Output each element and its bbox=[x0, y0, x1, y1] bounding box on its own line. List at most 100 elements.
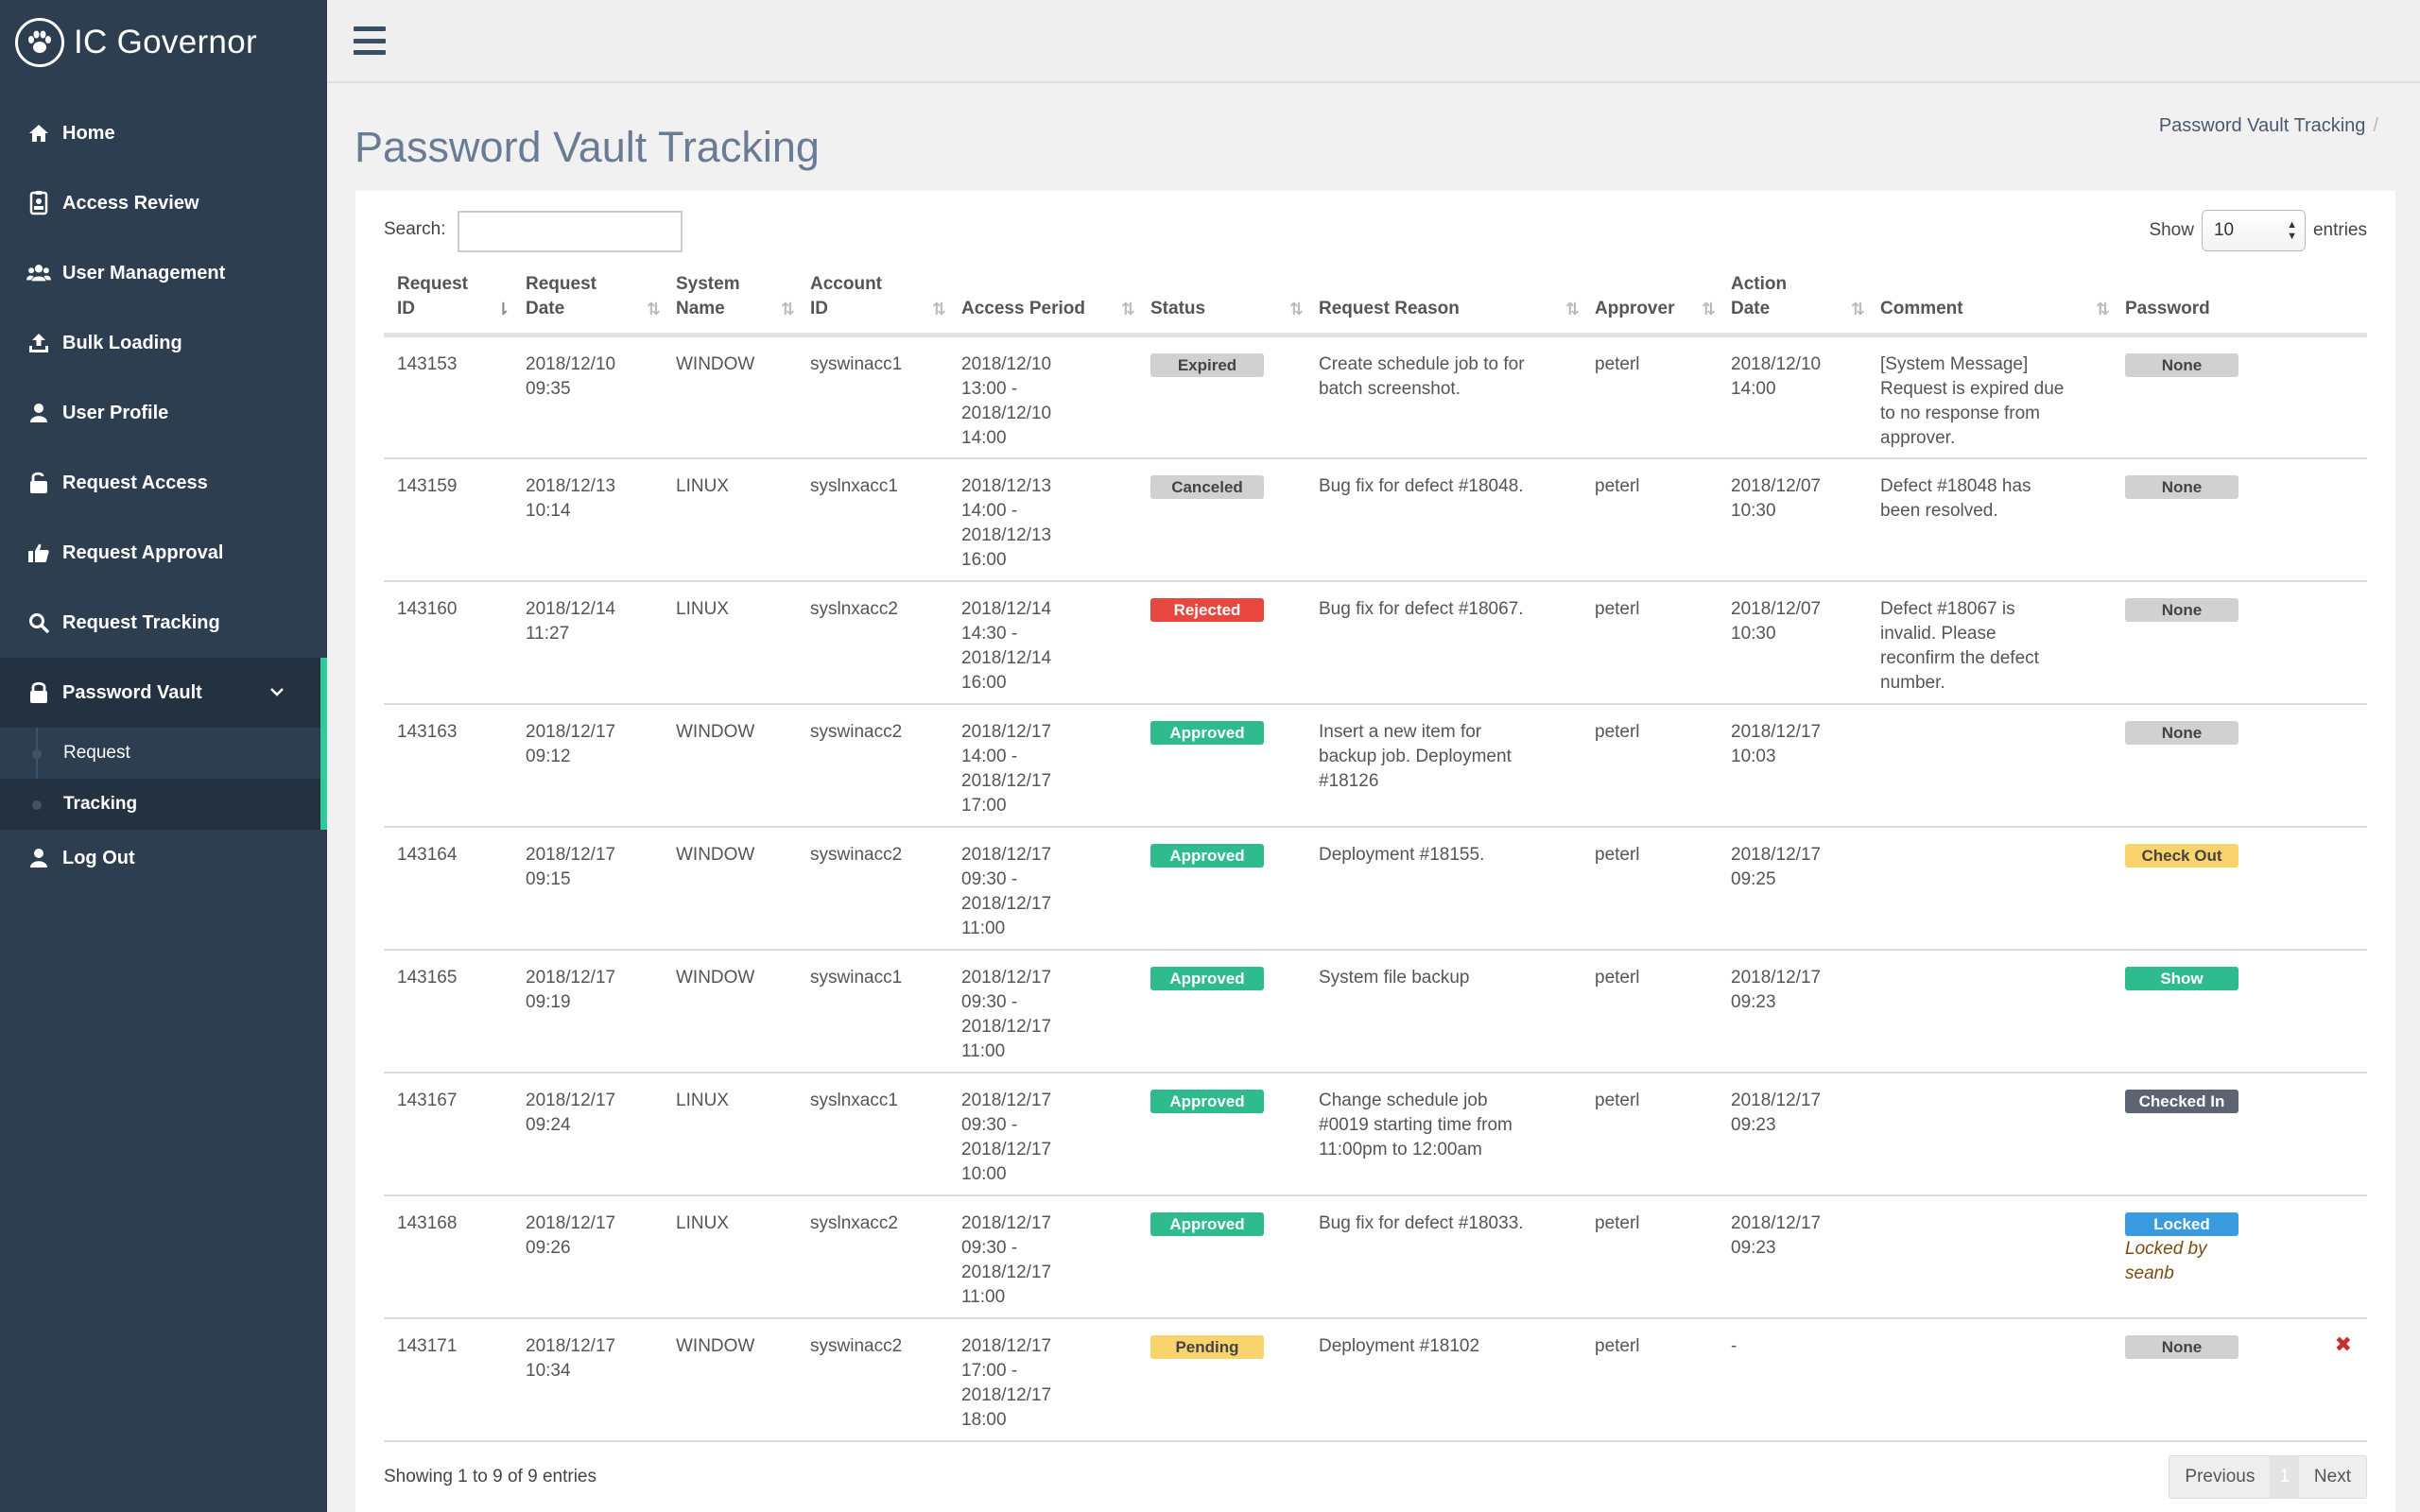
column-header[interactable]: Comment ⇅ bbox=[1867, 265, 2112, 337]
cell-text: approver. bbox=[1880, 428, 1956, 448]
sidebar-item-password-vault[interactable]: Password Vault bbox=[0, 658, 327, 728]
previous-button[interactable]: Previous bbox=[2185, 1467, 2256, 1486]
table-row: 143171 2018/12/17 10:34 WINDOW syswinacc2 201… bbox=[384, 1317, 2367, 1442]
password-action-badge[interactable]: Checked In bbox=[2125, 1089, 2238, 1113]
column-header-label: Account bbox=[810, 274, 882, 294]
column-header[interactable]: Password bbox=[2112, 265, 2367, 337]
column-header[interactable]: Account ID ⇅ bbox=[797, 265, 948, 337]
sort-icon[interactable]: ⇅ bbox=[1564, 300, 1580, 318]
cell-text: 2018/12/17 bbox=[526, 1212, 616, 1233]
sidebar-item-log-out[interactable]: Log Out bbox=[0, 830, 327, 886]
cell-text: 2018/12/17 bbox=[1731, 1090, 1822, 1110]
cell-text: 16:00 bbox=[961, 672, 1007, 693]
brand[interactable]: IC Governor bbox=[0, 0, 327, 85]
cell-text: 2018/12/10 bbox=[526, 354, 616, 374]
password-action-badge[interactable]: Check Out bbox=[2125, 843, 2238, 868]
cell-text: number. bbox=[1880, 672, 1945, 693]
action-date-cell: 2018/12/17 09:23 bbox=[1718, 949, 1867, 1074]
request-reason-cell: Bug fix for defect #18048. bbox=[1305, 457, 1582, 582]
column-header[interactable]: Request Date ⇅ bbox=[512, 265, 663, 337]
request-reason-cell: Deployment #18102 bbox=[1305, 1317, 1582, 1442]
cell-text: 14:00 - bbox=[961, 746, 1018, 766]
column-header-label: Name bbox=[676, 299, 725, 318]
sidebar-item-request-access[interactable]: Request Access bbox=[0, 448, 327, 518]
column-header[interactable]: Action Date ⇅ bbox=[1718, 265, 1867, 337]
action-date-cell: 2018/12/10 14:00 bbox=[1718, 335, 1867, 459]
sort-icon[interactable]: ⇂ bbox=[495, 300, 510, 318]
sidebar-item-user-management[interactable]: User Management bbox=[0, 238, 327, 308]
column-header[interactable]: Approver ⇅ bbox=[1582, 265, 1718, 337]
cell-text: 09:30 - bbox=[961, 868, 1018, 889]
search-input[interactable] bbox=[458, 211, 683, 252]
account-id-cell: syslnxacc1 bbox=[797, 1072, 948, 1196]
password-action-badge: None bbox=[2125, 474, 2238, 499]
cell-text: 14:00 - bbox=[961, 500, 1018, 521]
next-button[interactable]: Next bbox=[2313, 1467, 2351, 1486]
status-badge: Expired bbox=[1150, 353, 1264, 377]
sidebar-item-bulk-loading[interactable]: Bulk Loading bbox=[0, 308, 327, 378]
sort-icon[interactable]: ⇅ bbox=[1850, 300, 1865, 318]
entries-select[interactable]: 10 ▲ ▼ bbox=[2201, 210, 2306, 251]
account-id-cell: syswinacc1 bbox=[797, 335, 948, 459]
request-reason-cell: System file backup bbox=[1305, 949, 1582, 1074]
sidebar-item-label: Access Review bbox=[62, 192, 199, 214]
request-id-cell: 143164 bbox=[384, 826, 512, 951]
cell-text: Request is expired due bbox=[1880, 379, 2065, 399]
cell-text: 17:00 bbox=[961, 795, 1007, 816]
page-title: Password Vault Tracking bbox=[354, 123, 820, 171]
sidebar-subitem-request[interactable]: Request bbox=[0, 728, 320, 779]
access-period-cell: 2018/12/17 14:00 - 2018/12/17 17:00 bbox=[948, 703, 1137, 828]
comment-cell bbox=[1867, 1194, 2112, 1319]
action-date-cell: - bbox=[1718, 1317, 1867, 1442]
cell-text: backup job. Deployment bbox=[1319, 746, 1512, 766]
sort-icon[interactable]: ⇅ bbox=[1120, 300, 1135, 318]
cell-text: 14:00 bbox=[1731, 379, 1776, 399]
sort-icon[interactable]: ⇅ bbox=[2095, 300, 2110, 318]
sort-icon[interactable]: ⇅ bbox=[1288, 300, 1304, 318]
sidebar-item-access-review[interactable]: Access Review bbox=[0, 168, 327, 238]
cell-text: been resolved. bbox=[1880, 500, 1998, 521]
sidebar-item-label: User Profile bbox=[62, 402, 169, 423]
password-action-badge: Locked bbox=[2125, 1211, 2238, 1236]
sidebar-item-label: User Management bbox=[62, 262, 226, 284]
delete-icon[interactable]: ✖ bbox=[2334, 1332, 2352, 1356]
sort-icon[interactable]: ⇅ bbox=[1701, 300, 1716, 318]
show-label: Show bbox=[2149, 220, 2194, 240]
status-cell: Rejected bbox=[1137, 580, 1305, 705]
user-icon bbox=[26, 401, 51, 425]
column-header-label: Request bbox=[397, 274, 468, 294]
column-header[interactable]: System Name ⇅ bbox=[663, 265, 797, 337]
sidebar-item-request-approval[interactable]: Request Approval bbox=[0, 518, 327, 588]
cell-text: 2018/12/17 bbox=[1731, 1212, 1822, 1233]
sidebar-subitem-tracking[interactable]: Tracking bbox=[0, 779, 320, 830]
password-cell: None bbox=[2112, 703, 2367, 828]
column-header[interactable]: Status ⇅ bbox=[1137, 265, 1305, 337]
approver-cell: peterl bbox=[1582, 457, 1718, 582]
column-header[interactable]: Access Period ⇅ bbox=[948, 265, 1137, 337]
sort-icon[interactable]: ⇅ bbox=[780, 300, 795, 318]
status-badge: Rejected bbox=[1150, 597, 1264, 622]
column-header-label: Request Reason bbox=[1319, 299, 1460, 318]
table-header: Request ID ⇂ Request Date ⇅ System Name ⇅ Account… bbox=[384, 265, 2367, 337]
sort-icon[interactable]: ⇅ bbox=[646, 300, 661, 318]
page-number-button[interactable]: 1 bbox=[2270, 1456, 2299, 1498]
cell-text: 09:23 bbox=[1731, 1114, 1776, 1135]
cell-text: 11:00 bbox=[961, 918, 1006, 938]
sidebar-item-home[interactable]: Home bbox=[0, 98, 327, 168]
cell-text: seanb bbox=[2125, 1263, 2174, 1283]
cell-text: 14:30 - bbox=[961, 623, 1018, 644]
password-action-badge[interactable]: Show bbox=[2125, 966, 2238, 990]
menu-toggle-icon[interactable] bbox=[354, 26, 386, 55]
cell-text: 2018/12/14 bbox=[526, 598, 616, 619]
access-period-cell: 2018/12/17 09:30 - 2018/12/17 11:00 bbox=[948, 826, 1137, 951]
sidebar-item-request-tracking[interactable]: Request Tracking bbox=[0, 588, 327, 658]
account-id-cell: syswinacc2 bbox=[797, 826, 948, 951]
breadcrumb-item[interactable]: Password Vault Tracking bbox=[2158, 115, 2366, 136]
access-period-cell: 2018/12/10 13:00 - 2018/12/10 14:00 bbox=[948, 335, 1137, 459]
column-header[interactable]: Request ID ⇂ bbox=[384, 265, 512, 337]
cell-text: 2018/12/17 bbox=[961, 844, 1052, 865]
sort-icon[interactable]: ⇅ bbox=[931, 300, 946, 318]
sidebar-item-user-profile[interactable]: User Profile bbox=[0, 378, 327, 448]
column-header-label: Status bbox=[1150, 299, 1206, 318]
column-header[interactable]: Request Reason ⇅ bbox=[1305, 265, 1582, 337]
